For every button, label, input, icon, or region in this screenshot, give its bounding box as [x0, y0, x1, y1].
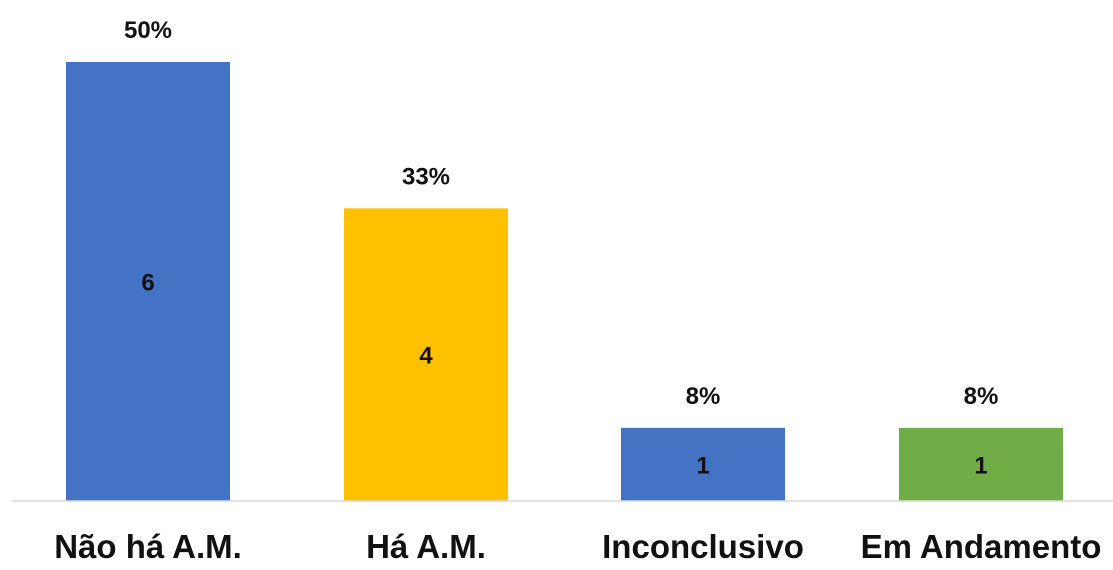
- x-tick-label: Em Andamento: [861, 528, 1102, 565]
- bar-0: [66, 62, 230, 501]
- bar-3: [899, 427, 1063, 501]
- bar-percent-label: 33%: [402, 163, 450, 190]
- bar-2: [621, 427, 785, 501]
- bar-value-label: 6: [141, 270, 154, 297]
- x-tick-label: Inconclusivo: [602, 528, 804, 565]
- bar-percent-label: 50%: [124, 17, 172, 44]
- bars-group: [66, 62, 1063, 502]
- bar-1: [344, 208, 508, 502]
- x-tick-label: Há A.M.: [366, 528, 486, 565]
- bar-percent-label: 8%: [964, 383, 999, 410]
- x-tick-label: Não há A.M.: [54, 528, 242, 565]
- labels-group: 6 50% Não há A.M. 4 33% Há A.M. 1 8% Inconclusiv…: [54, 17, 1101, 565]
- bar-value-label: 1: [696, 452, 709, 479]
- bar-value-label: 1: [974, 452, 987, 479]
- bar-percent-label: 8%: [686, 383, 721, 410]
- bar-value-label: 4: [419, 343, 433, 370]
